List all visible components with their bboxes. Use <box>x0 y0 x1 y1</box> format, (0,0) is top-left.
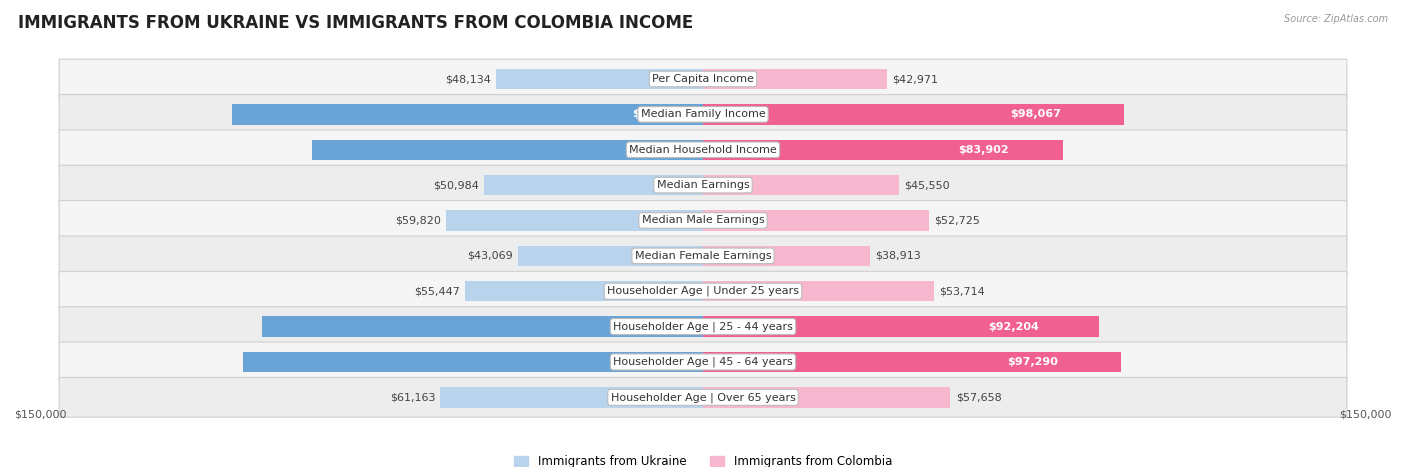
Text: Source: ZipAtlas.com: Source: ZipAtlas.com <box>1284 14 1388 24</box>
Text: $150,000: $150,000 <box>1340 409 1392 419</box>
Bar <box>465 281 703 302</box>
Text: $92,204: $92,204 <box>988 322 1039 332</box>
Text: $83,902: $83,902 <box>959 145 1010 155</box>
Text: $91,124: $91,124 <box>644 145 696 155</box>
FancyBboxPatch shape <box>59 342 1347 382</box>
Text: Median Female Earnings: Median Female Earnings <box>634 251 772 261</box>
Text: Householder Age | 45 - 64 years: Householder Age | 45 - 64 years <box>613 357 793 367</box>
Bar <box>496 69 703 89</box>
Text: $52,725: $52,725 <box>935 215 980 226</box>
Bar <box>440 387 703 408</box>
Text: Median Family Income: Median Family Income <box>641 109 765 120</box>
FancyBboxPatch shape <box>59 94 1347 134</box>
FancyBboxPatch shape <box>59 236 1347 276</box>
FancyBboxPatch shape <box>59 59 1347 99</box>
Text: Median Earnings: Median Earnings <box>657 180 749 190</box>
FancyBboxPatch shape <box>59 165 1347 205</box>
Bar <box>703 104 1123 125</box>
Text: IMMIGRANTS FROM UKRAINE VS IMMIGRANTS FROM COLOMBIA INCOME: IMMIGRANTS FROM UKRAINE VS IMMIGRANTS FR… <box>18 14 693 32</box>
Text: $38,913: $38,913 <box>875 251 921 261</box>
Bar <box>703 175 898 195</box>
Text: $53,714: $53,714 <box>939 286 984 296</box>
Text: Householder Age | Under 25 years: Householder Age | Under 25 years <box>607 286 799 297</box>
Bar <box>519 246 703 266</box>
Bar <box>243 352 703 372</box>
Bar <box>446 210 703 231</box>
Bar <box>703 352 1121 372</box>
Bar <box>484 175 703 195</box>
Bar <box>703 140 1063 160</box>
Text: Householder Age | 25 - 44 years: Householder Age | 25 - 44 years <box>613 321 793 332</box>
FancyBboxPatch shape <box>59 271 1347 311</box>
Text: Householder Age | Over 65 years: Householder Age | Over 65 years <box>610 392 796 403</box>
Legend: Immigrants from Ukraine, Immigrants from Colombia: Immigrants from Ukraine, Immigrants from… <box>509 450 897 467</box>
Text: $109,645: $109,645 <box>633 109 690 120</box>
Text: $43,069: $43,069 <box>467 251 513 261</box>
Text: $102,664: $102,664 <box>637 322 696 332</box>
Text: $48,134: $48,134 <box>446 74 491 84</box>
Text: Median Household Income: Median Household Income <box>628 145 778 155</box>
Bar <box>703 246 870 266</box>
Text: $50,984: $50,984 <box>433 180 479 190</box>
Bar <box>703 387 950 408</box>
Bar <box>312 140 703 160</box>
Text: Median Male Earnings: Median Male Earnings <box>641 215 765 226</box>
Text: $55,447: $55,447 <box>413 286 460 296</box>
Bar <box>703 281 934 302</box>
Text: Per Capita Income: Per Capita Income <box>652 74 754 84</box>
Bar <box>703 210 929 231</box>
Text: $57,658: $57,658 <box>956 392 1001 402</box>
Bar <box>263 316 703 337</box>
Text: $59,820: $59,820 <box>395 215 441 226</box>
Text: $97,290: $97,290 <box>1007 357 1057 367</box>
Text: $45,550: $45,550 <box>904 180 949 190</box>
Bar <box>232 104 703 125</box>
Text: $98,067: $98,067 <box>1010 109 1060 120</box>
Text: $107,079: $107,079 <box>634 357 692 367</box>
Text: $61,163: $61,163 <box>389 392 436 402</box>
Bar <box>703 69 887 89</box>
FancyBboxPatch shape <box>59 201 1347 241</box>
Text: $150,000: $150,000 <box>14 409 66 419</box>
Text: $42,971: $42,971 <box>893 74 939 84</box>
FancyBboxPatch shape <box>59 130 1347 170</box>
FancyBboxPatch shape <box>59 377 1347 417</box>
Bar <box>703 316 1098 337</box>
FancyBboxPatch shape <box>59 307 1347 347</box>
